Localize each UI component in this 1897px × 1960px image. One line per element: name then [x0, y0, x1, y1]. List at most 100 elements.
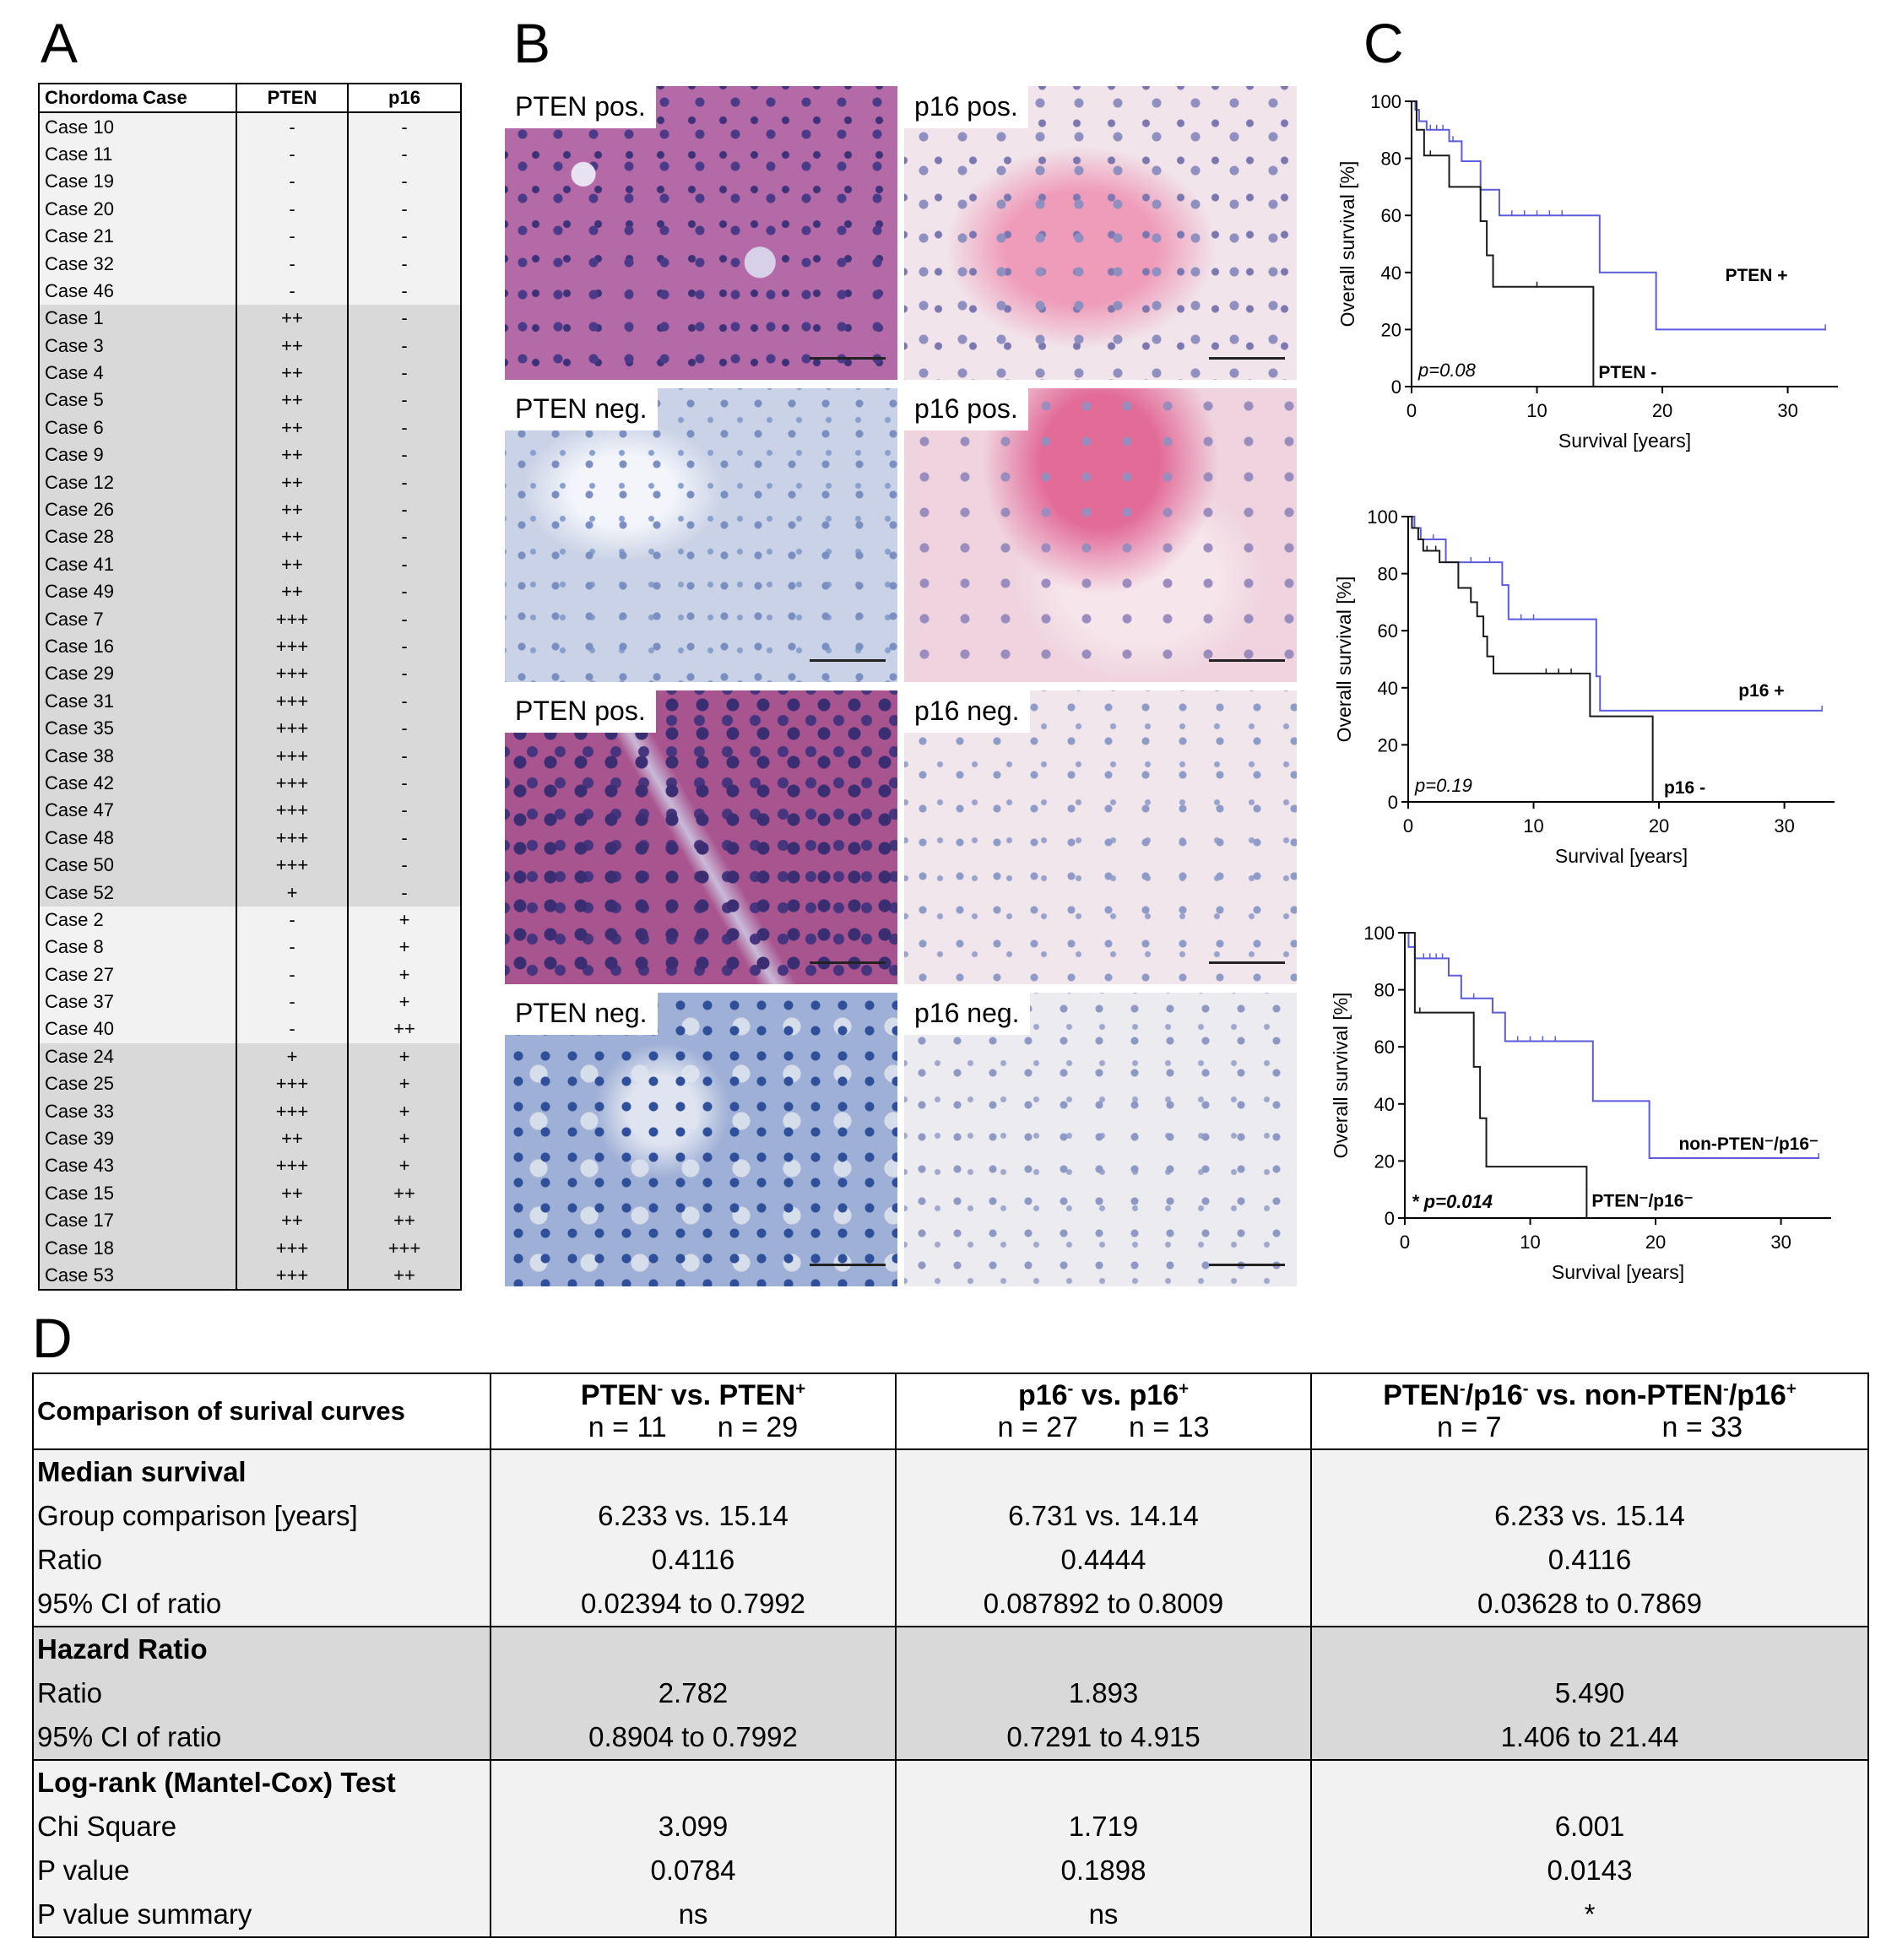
table-title: Comparison of surival curves: [33, 1373, 491, 1450]
y-tick-label: 60: [1378, 620, 1398, 642]
table-row: P value 0.0784 0.1898 0.0143: [33, 1849, 1868, 1892]
cell-pten: +++: [236, 605, 348, 633]
micrograph-label: PTEN pos.: [505, 86, 656, 128]
cell-case: Case 5: [39, 387, 236, 414]
cell-case: Case 10: [39, 112, 236, 141]
row-label: 95% CI of ratio: [33, 1582, 491, 1627]
cell-p16: -: [347, 277, 461, 306]
row-value: 5.490: [1310, 1671, 1868, 1715]
row-value: 3.099: [490, 1805, 896, 1849]
cell-pten: ++: [236, 495, 348, 524]
cell-case: Case 21: [39, 222, 236, 251]
panel-label-d: D: [32, 1307, 73, 1369]
cell-case: Case 11: [39, 140, 236, 169]
row-value: 0.1898: [895, 1849, 1311, 1892]
y-tick-label: 100: [1370, 91, 1401, 112]
micrograph-tile: p16 pos.: [904, 388, 1297, 682]
scale-bar: [810, 961, 886, 964]
empty-cell: [895, 1449, 1311, 1494]
cell-p16: -: [347, 687, 461, 715]
row-label: 95% CI of ratio: [33, 1715, 491, 1760]
scale-bar: [810, 1264, 886, 1266]
y-tick-label: 100: [1363, 923, 1395, 944]
cell-p16: -: [347, 578, 461, 606]
cell-case: Case 52: [39, 879, 236, 907]
survival-curve-positive: [1405, 932, 1819, 1160]
cell-pten: -: [236, 277, 348, 306]
x-tick-label: 20: [1645, 1232, 1666, 1253]
table-row: Case 46- -: [39, 277, 461, 306]
cell-case: Case 49: [39, 578, 236, 606]
cell-case: Case 42: [39, 769, 236, 798]
section-title: Hazard Ratio: [33, 1627, 491, 1671]
cell-p16: -: [347, 495, 461, 524]
cell-p16: -: [347, 468, 461, 496]
cell-p16: +: [347, 1152, 461, 1180]
y-axis-label: Overall survival [%]: [1333, 577, 1355, 743]
row-value: 0.0784: [490, 1849, 896, 1892]
cell-p16: +: [347, 1097, 461, 1125]
x-tick-label: 0: [1403, 815, 1413, 837]
table-row: Case 27- +: [39, 961, 461, 988]
table-row: Case 8- +: [39, 934, 461, 961]
section-header-row: Hazard Ratio: [33, 1627, 1868, 1671]
cell-p16: +: [347, 934, 461, 961]
cell-pten: +++: [236, 687, 348, 715]
micrograph-label: PTEN neg.: [505, 993, 658, 1035]
micrograph-label: p16 neg.: [904, 690, 1030, 733]
empty-cell: [490, 1627, 896, 1671]
table-row: Case 50 +++ -: [39, 851, 461, 880]
row-value: 6.731 vs. 14.14: [895, 1494, 1311, 1538]
cell-pten: +++: [236, 1070, 348, 1098]
x-tick-label: 30: [1777, 400, 1797, 421]
table-row: Case 9 ++ -: [39, 441, 461, 469]
header-p16: p16: [347, 84, 461, 114]
cell-p16: +: [347, 906, 461, 934]
cell-case: Case 31: [39, 687, 236, 715]
cell-p16: -: [347, 112, 461, 141]
table-row: Group comparison [years] 6.233 vs. 15.14 6…: [33, 1494, 1868, 1538]
survival-curve-negative: [1405, 932, 1588, 1218]
row-value: 0.0143: [1310, 1849, 1868, 1892]
cell-p16: -: [347, 660, 461, 688]
table-row: Case 43 +++ +: [39, 1152, 461, 1180]
cell-case: Case 40: [39, 1015, 236, 1043]
table-row: P value summary ns ns *: [33, 1892, 1868, 1937]
cell-case: Case 3: [39, 332, 236, 360]
micrograph-tile: PTEN neg.: [505, 993, 897, 1286]
series-label: p16 -: [1664, 778, 1705, 798]
x-tick-label: 0: [1400, 1232, 1410, 1253]
cell-pten: ++: [236, 468, 348, 496]
row-value: 1.406 to 21.44: [1310, 1715, 1868, 1760]
cell-pten: +++: [236, 1152, 348, 1180]
table-header-row: Chordoma Case PTEN p16: [39, 84, 461, 114]
table-row: Case 24 + +: [39, 1042, 461, 1071]
survival-curve-negative: [1408, 516, 1654, 802]
cell-pten: ++: [236, 305, 348, 333]
row-label: Chi Square: [33, 1805, 491, 1849]
cell-case: Case 50: [39, 851, 236, 880]
cell-pten: +: [236, 1042, 348, 1071]
row-value: 0.03628 to 0.7869: [1310, 1582, 1868, 1627]
table-row: Case 17 ++ ++: [39, 1207, 461, 1235]
table-row: Case 40- ++: [39, 1015, 461, 1043]
row-label: P value summary: [33, 1892, 491, 1937]
row-value: 1.893: [895, 1671, 1311, 1715]
x-axis-label: Survival [years]: [1555, 845, 1688, 867]
row-value: ns: [895, 1892, 1311, 1937]
cell-case: Case 12: [39, 468, 236, 496]
y-tick-label: 60: [1381, 205, 1401, 226]
cell-case: Case 25: [39, 1070, 236, 1098]
table-row: Case 53 +++ ++: [39, 1261, 461, 1291]
x-tick-label: 10: [1523, 815, 1543, 837]
cell-p16: -: [347, 332, 461, 360]
row-value: 0.087892 to 0.8009: [895, 1582, 1311, 1627]
cell-pten: ++: [236, 1124, 348, 1153]
micrograph-label: p16 pos.: [904, 86, 1028, 128]
table-row: Case 48 +++ -: [39, 824, 461, 852]
row-value: 0.8904 to 0.7992: [490, 1715, 896, 1760]
panel-label-b: B: [513, 12, 551, 74]
section-title: Median survival: [33, 1449, 491, 1494]
cell-p16: ++: [347, 1261, 461, 1291]
